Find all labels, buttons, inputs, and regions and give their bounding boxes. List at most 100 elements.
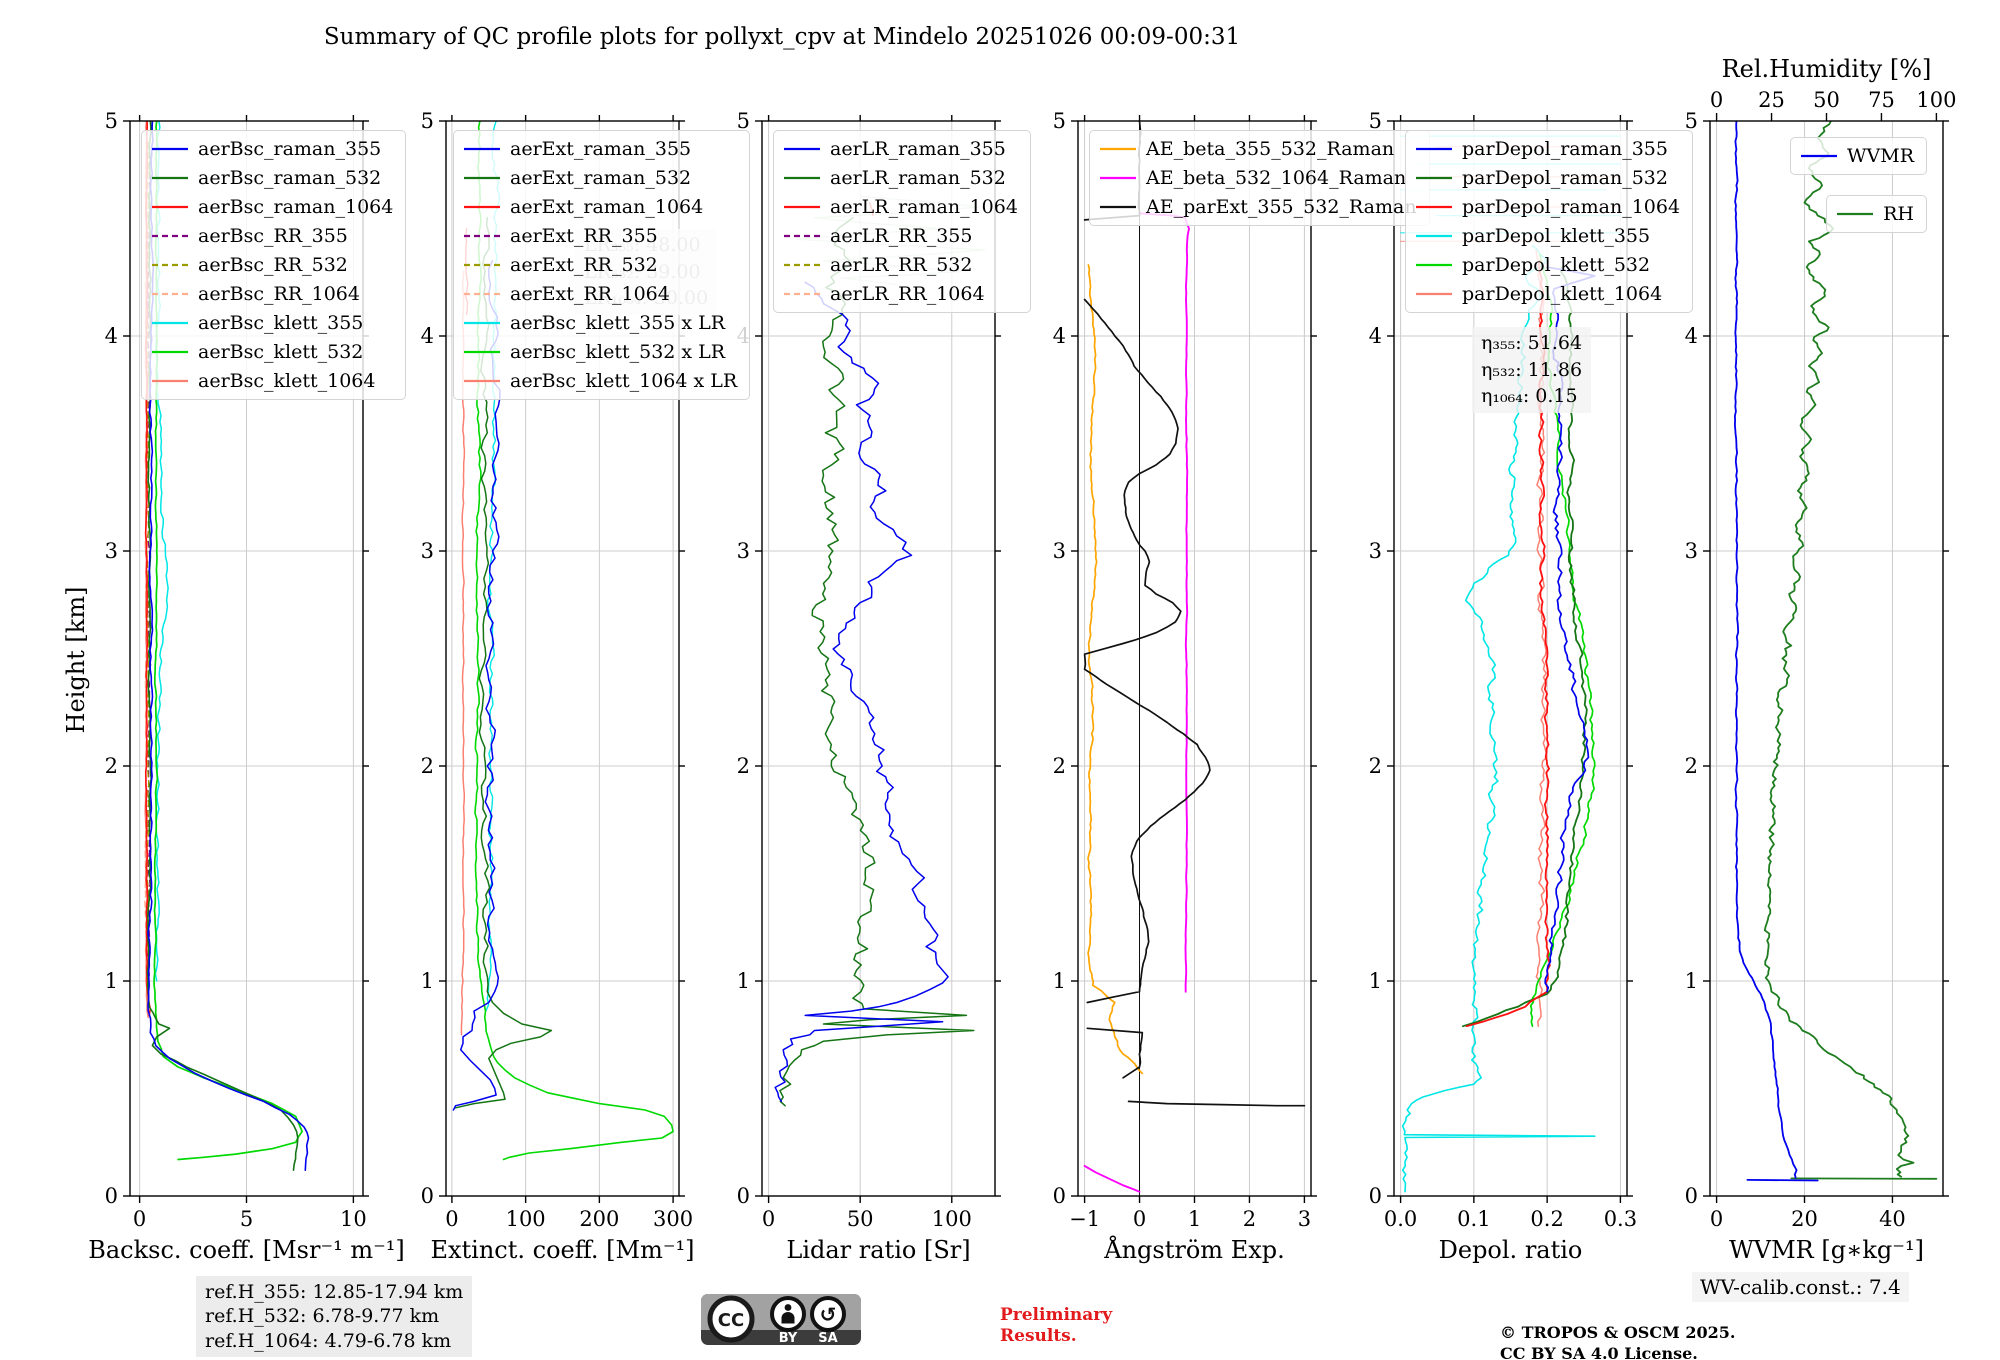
legend-line-sample bbox=[784, 176, 820, 180]
y-tick-label: 3 bbox=[105, 539, 118, 563]
y-tick-label: 4 bbox=[105, 324, 118, 348]
copyright-note: © TROPOS & OSCM 2025. CC BY SA 4.0 Licen… bbox=[1500, 1323, 1735, 1360]
legend-entry: aerBsc_raman_532 bbox=[152, 167, 393, 189]
share-alike-arrow: ↺ bbox=[820, 1303, 837, 1327]
y-tick-label: 4 bbox=[421, 324, 434, 348]
x-tick-label: −1 bbox=[1069, 1207, 1100, 1231]
cc-circle-icon bbox=[707, 1295, 755, 1343]
y-tick-label: 2 bbox=[1369, 754, 1382, 778]
top-x-tick-label: 0 bbox=[1710, 88, 1723, 112]
legend-line-sample bbox=[464, 292, 500, 296]
legend-label: parDepol_raman_355 bbox=[1462, 138, 1668, 160]
y-tick-label: 3 bbox=[737, 539, 750, 563]
legend-line-sample bbox=[152, 350, 188, 354]
y-tick-label: 4 bbox=[1369, 324, 1382, 348]
reference-height-box: ref.H_355: 12.85-17.94 km ref.H_532: 6.7… bbox=[196, 1276, 473, 1357]
legend-entry: aerExt_raman_532 bbox=[464, 167, 737, 189]
legend-line-sample bbox=[784, 147, 820, 151]
y-tick-label: 5 bbox=[421, 109, 434, 133]
legend-entry: aerExt_raman_355 bbox=[464, 138, 737, 160]
legend-label: aerExt_RR_532 bbox=[510, 254, 658, 276]
y-tick-label: 0 bbox=[105, 1184, 118, 1208]
panel-extinct: 0 100 200 300 Extinct. coeff. [Mm⁻¹] 0 1 2 3 4 5 bbox=[421, 109, 695, 1264]
legend-entry: aerExt_raman_1064 bbox=[464, 196, 737, 218]
legend-entry: aerBsc_raman_355 bbox=[152, 138, 393, 160]
x-tick-label: 0 bbox=[445, 1207, 458, 1231]
series-aerExt_raman_355 bbox=[452, 260, 501, 1111]
x-tick-label: 0.0 bbox=[1384, 1207, 1417, 1231]
axes-spines bbox=[445, 120, 680, 1197]
legend-line-sample bbox=[152, 176, 188, 180]
top-x-axis-label: Rel.Humidity [%] bbox=[1722, 55, 1932, 83]
top-x-tick-label: 50 bbox=[1813, 88, 1840, 112]
legend-line-sample bbox=[1416, 176, 1452, 180]
legend-label: parDepol_raman_532 bbox=[1462, 167, 1668, 189]
legend-line-sample bbox=[464, 321, 500, 325]
legend-entry: aerBsc_raman_1064 bbox=[152, 196, 393, 218]
legend-label: parDepol_klett_355 bbox=[1462, 225, 1651, 247]
ref-height-1064: ref.H_1064: 4.79-6.78 km bbox=[205, 1329, 452, 1352]
x-tick-label: 10 bbox=[340, 1207, 367, 1231]
share-alike-icon bbox=[810, 1296, 846, 1332]
y-tick-label: 3 bbox=[1685, 539, 1698, 563]
y-tick-label: 1 bbox=[1369, 969, 1382, 993]
x-axis-label: Extinct. coeff. [Mm⁻¹] bbox=[430, 1236, 694, 1264]
x-tick-label: 50 bbox=[847, 1207, 874, 1231]
legend-line-sample bbox=[784, 205, 820, 209]
legend-label: parDepol_klett_1064 bbox=[1462, 283, 1663, 305]
legend-entry: aerLR_raman_532 bbox=[784, 167, 1018, 189]
legend-label: aerBsc_klett_355 bbox=[198, 312, 364, 334]
y-tick-label: 4 bbox=[1053, 324, 1066, 348]
x-axis-label: Lidar ratio [Sr] bbox=[786, 1236, 970, 1264]
top-x-tick-label: 75 bbox=[1868, 88, 1895, 112]
cc-text: CC bbox=[718, 1310, 744, 1331]
legend-line-sample bbox=[1416, 205, 1452, 209]
legend-line-sample bbox=[464, 379, 500, 383]
legend-line-sample bbox=[1100, 147, 1136, 151]
x-tick-label: 100 bbox=[506, 1207, 546, 1231]
legend-entry: parDepol_klett_532 bbox=[1416, 254, 1680, 276]
legend-line-sample bbox=[152, 321, 188, 325]
y-tick-label: 0 bbox=[421, 1184, 434, 1208]
legend-entry: aerExt_RR_1064 bbox=[464, 283, 737, 305]
x-tick-label: 1 bbox=[1188, 1207, 1201, 1231]
x-tick-label: 0.2 bbox=[1530, 1207, 1563, 1231]
legend-extinct: aerExt_raman_355 aerExt_raman_532 aerExt_r… bbox=[453, 130, 751, 400]
y-tick-label: 5 bbox=[1053, 109, 1066, 133]
series-aerLR_raman_355 bbox=[774, 281, 949, 1103]
legend-entry: AE_beta_355_532_Raman bbox=[1100, 138, 1417, 160]
x-tick-label: 20 bbox=[1791, 1207, 1818, 1231]
legend-entry: aerBsc_klett_532 bbox=[152, 341, 393, 363]
y-tick-label: 2 bbox=[421, 754, 434, 778]
y-tick-label: 1 bbox=[737, 969, 750, 993]
y-tick-label: 2 bbox=[1053, 754, 1066, 778]
legend-line-sample bbox=[1100, 205, 1136, 209]
legend-label: aerLR_RR_1064 bbox=[830, 283, 985, 305]
y-tick-label: 5 bbox=[105, 109, 118, 133]
legend-label: parDepol_klett_532 bbox=[1462, 254, 1651, 276]
x-axis-label: Depol. ratio bbox=[1439, 1236, 1583, 1264]
legend-line-sample bbox=[1800, 154, 1837, 158]
legend-label: aerBsc_klett_1064 bbox=[198, 370, 376, 392]
x-axis-label: Ångström Exp. bbox=[1103, 1235, 1284, 1264]
x-tick-label: 5 bbox=[240, 1207, 253, 1231]
x-tick-label: 200 bbox=[579, 1207, 619, 1231]
y-tick-label: 5 bbox=[737, 109, 750, 133]
legend-label: aerExt_raman_355 bbox=[510, 138, 692, 160]
series-RH bbox=[1763, 121, 1915, 1178]
annotation-line: η₃₅₅: 51.64 bbox=[1481, 332, 1583, 354]
legend-label: aerLR_raman_355 bbox=[830, 138, 1006, 160]
top-x-tick-label: 25 bbox=[1758, 88, 1785, 112]
legend-line-sample bbox=[1416, 263, 1452, 267]
x-tick-label: 100 bbox=[932, 1207, 972, 1231]
legend-label: aerBsc_raman_532 bbox=[198, 167, 382, 189]
x-axis-label: Backsc. coeff. [Msr⁻¹ m⁻¹] bbox=[88, 1236, 405, 1264]
person-head bbox=[784, 1304, 792, 1311]
legend-entry: aerLR_RR_532 bbox=[784, 254, 1018, 276]
y-tick-label: 4 bbox=[1685, 324, 1698, 348]
top-x-tick-label: 100 bbox=[1916, 88, 1956, 112]
legend-line-sample bbox=[784, 292, 820, 296]
